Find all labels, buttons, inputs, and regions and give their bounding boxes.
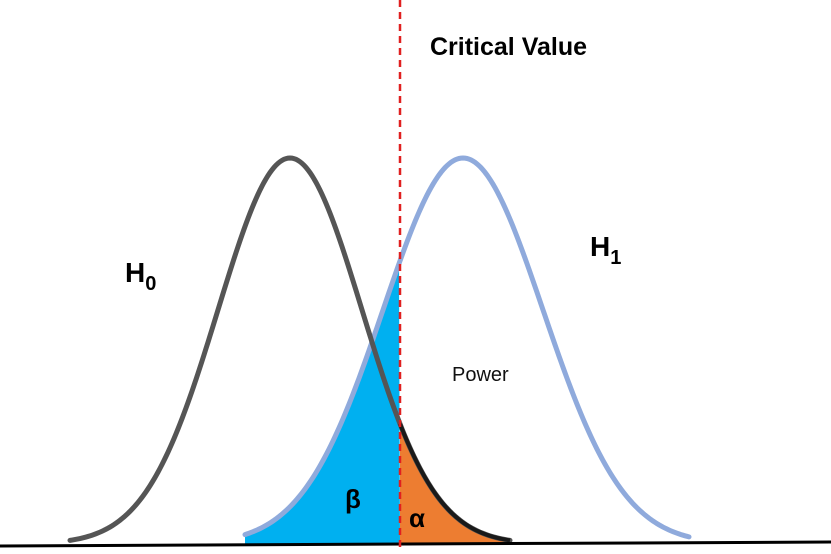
h0-distribution-curve [67,155,513,543]
power-label: Power [452,364,509,386]
h1-label-letter: H [590,231,610,262]
critical-value-label: Critical Value [430,33,587,61]
alpha-label: α [409,503,425,533]
baseline-axis [0,540,831,548]
h0-label-subscript: 0 [145,273,156,295]
h1-label-subscript: 1 [610,247,621,269]
h0-label: H0 [125,257,156,295]
beta-label: β [345,484,361,514]
alpha-tail-outline [398,423,511,543]
beta-region [245,263,400,544]
h0-label-letter: H [125,257,145,288]
h1-label: H1 [590,231,621,269]
h1-distribution-curve [242,155,692,540]
alpha-region [400,423,510,544]
